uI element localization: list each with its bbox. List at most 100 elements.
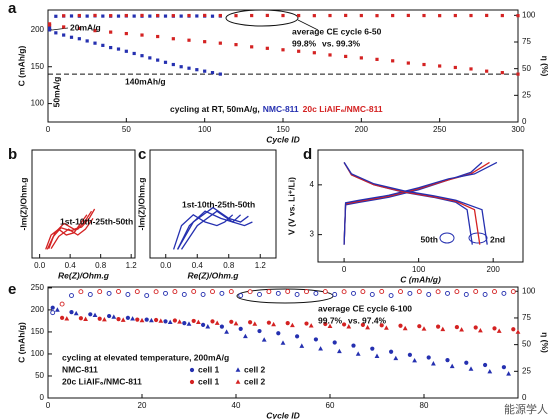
data-marker	[435, 289, 441, 295]
annotation: average CE cycle 6-100	[318, 303, 412, 313]
panel-label: d	[303, 146, 312, 163]
data-marker	[172, 318, 177, 323]
y-tick-label: 100	[31, 349, 45, 358]
data-marker	[134, 289, 140, 295]
data-marker	[453, 13, 457, 18]
panel-label: e	[8, 281, 16, 298]
data-marker	[459, 327, 464, 332]
data-marker	[77, 37, 81, 41]
data-marker	[406, 13, 410, 18]
data-marker	[163, 14, 168, 18]
legend-marker	[189, 367, 195, 373]
data-marker	[195, 14, 199, 18]
data-marker	[355, 351, 361, 356]
data-marker	[500, 71, 504, 75]
data-marker	[344, 54, 348, 59]
cycle-ellipse	[439, 232, 455, 244]
y2-axis-label: η (%)	[540, 56, 550, 77]
data-marker	[69, 14, 74, 18]
x-axis-label: Cycle ID	[266, 410, 300, 419]
data-marker	[281, 48, 285, 52]
data-marker	[116, 14, 121, 18]
y-tick-label: 50	[35, 371, 44, 380]
ce-ellipse	[225, 9, 299, 27]
x-axis-label: Cycle ID	[266, 134, 300, 144]
data-line	[45, 214, 88, 250]
x-tick-label: 100	[198, 125, 212, 134]
x-tick-label: 40	[232, 401, 241, 410]
data-marker	[469, 67, 473, 71]
data-marker	[416, 289, 422, 295]
data-marker	[60, 315, 65, 320]
data-marker	[359, 56, 363, 60]
y2-tick-label: 25	[522, 90, 531, 99]
data-marker	[224, 329, 229, 334]
data-marker	[297, 49, 301, 53]
data-marker	[250, 45, 254, 49]
x-tick-label: 200	[487, 265, 501, 274]
data-marker	[172, 289, 178, 295]
data-marker	[342, 322, 347, 327]
x-tick-label: 1.2	[126, 261, 138, 270]
plot-frame	[47, 286, 519, 399]
data-marker	[351, 343, 356, 348]
data-line	[343, 161, 483, 245]
data-marker	[196, 319, 201, 325]
data-marker	[218, 72, 222, 76]
data-marker	[219, 324, 224, 329]
data-marker	[359, 13, 363, 18]
data-marker	[417, 324, 422, 329]
data-marker	[130, 316, 135, 321]
data-marker	[163, 60, 168, 64]
data-marker	[156, 58, 160, 62]
data-marker	[210, 71, 215, 75]
legend-marker	[235, 367, 241, 372]
data-marker	[440, 326, 446, 332]
data-marker	[177, 319, 182, 324]
legend-text: cycling at RT, 50mA/g,	[170, 104, 260, 114]
data-marker	[78, 316, 83, 321]
data-marker	[218, 13, 222, 18]
data-marker	[116, 289, 121, 294]
annotation: 99.7%	[318, 315, 343, 325]
data-line	[48, 208, 96, 249]
data-marker	[454, 289, 460, 295]
data-marker	[163, 319, 168, 324]
data-marker	[468, 366, 474, 371]
data-marker	[290, 322, 295, 328]
legend-marker	[235, 379, 241, 384]
data-marker	[473, 325, 478, 330]
y-axis-label: -Im(Z)/Ohm.g	[136, 178, 146, 231]
data-line	[180, 210, 253, 250]
data-marker	[389, 349, 394, 354]
plot-frame	[149, 149, 277, 259]
data-marker	[238, 293, 244, 298]
legend-label: cell 2	[244, 364, 266, 374]
data-marker	[62, 25, 66, 29]
x-tick-label: 0.4	[192, 261, 204, 270]
y-tick-label: 200	[31, 305, 45, 314]
x-tick-label: 0.8	[223, 261, 235, 270]
data-marker	[200, 292, 206, 297]
data-marker	[511, 327, 516, 332]
data-marker	[375, 14, 379, 18]
data-marker	[144, 293, 150, 298]
data-marker	[116, 317, 121, 322]
data-marker	[64, 316, 70, 321]
data-marker	[370, 346, 375, 351]
data-marker	[312, 51, 316, 55]
data-marker	[124, 31, 128, 36]
data-marker	[327, 323, 333, 329]
data-marker	[308, 323, 314, 328]
data-marker	[323, 321, 328, 327]
data-marker	[132, 14, 136, 18]
data-marker	[398, 289, 403, 295]
data-marker	[453, 65, 457, 70]
data-marker	[501, 290, 507, 296]
data-marker	[318, 346, 323, 351]
data-marker	[500, 13, 504, 18]
annotation: vs.	[348, 315, 360, 325]
annotation: 50th	[421, 234, 438, 244]
y-axis-label: V (V vs. Li⁺/Li)	[286, 177, 296, 235]
data-marker	[109, 45, 113, 50]
